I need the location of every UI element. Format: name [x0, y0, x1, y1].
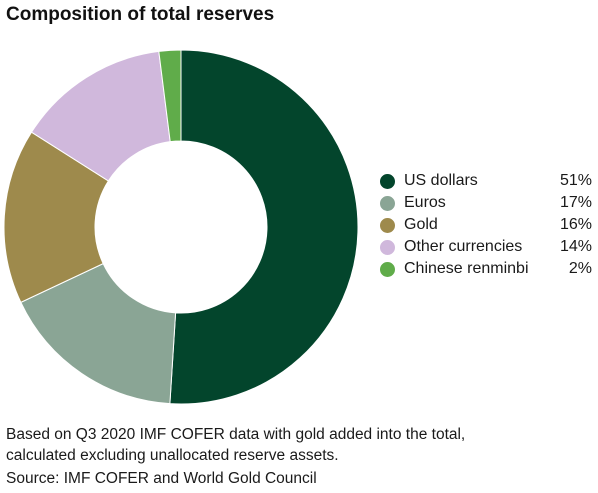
donut-slice-chinese-renminbi — [158, 49, 182, 143]
chart-title: Composition of total reserves — [6, 4, 275, 25]
donut-slice-gold — [3, 131, 110, 304]
legend-item-gold: Gold 16% — [380, 214, 592, 236]
donut-slice-euros — [20, 262, 177, 405]
legend-item-us-dollars: US dollars 51% — [380, 170, 592, 192]
legend-item-euros: Euros 17% — [380, 192, 592, 214]
legend-value: 51% — [559, 172, 592, 189]
legend-value: 16% — [559, 216, 592, 233]
legend: US dollars 51% Euros 17% Gold 16% Other … — [380, 170, 592, 280]
footnote-line-2: calculated excluding unallocated reserve… — [6, 447, 339, 464]
donut-slice-other-currencies — [30, 50, 171, 182]
legend-swatch — [380, 217, 395, 233]
donut-slice-us-dollars — [169, 49, 359, 405]
legend-label: US dollars — [404, 172, 478, 189]
legend-item-chinese-renminbi: Chinese renminbi 2% — [380, 258, 592, 280]
legend-swatch — [380, 173, 395, 189]
legend-label: Euros — [404, 194, 446, 211]
legend-label: Chinese renminbi — [404, 260, 529, 277]
legend-value: 2% — [568, 260, 592, 277]
footnote: Based on Q3 2020 IMF COFER data with gol… — [6, 424, 592, 466]
legend-item-other-currencies: Other currencies 14% — [380, 236, 592, 258]
legend-label: Gold — [404, 216, 438, 233]
legend-swatch — [380, 195, 395, 211]
legend-swatch — [380, 261, 395, 277]
legend-value: 17% — [559, 194, 592, 211]
legend-value: 14% — [559, 238, 592, 255]
legend-swatch — [380, 239, 395, 255]
footnote-line-1: Based on Q3 2020 IMF COFER data with gol… — [6, 426, 466, 443]
donut-chart — [3, 49, 359, 405]
source-note: Source: IMF COFER and World Gold Council — [6, 470, 317, 487]
legend-label: Other currencies — [404, 238, 523, 255]
